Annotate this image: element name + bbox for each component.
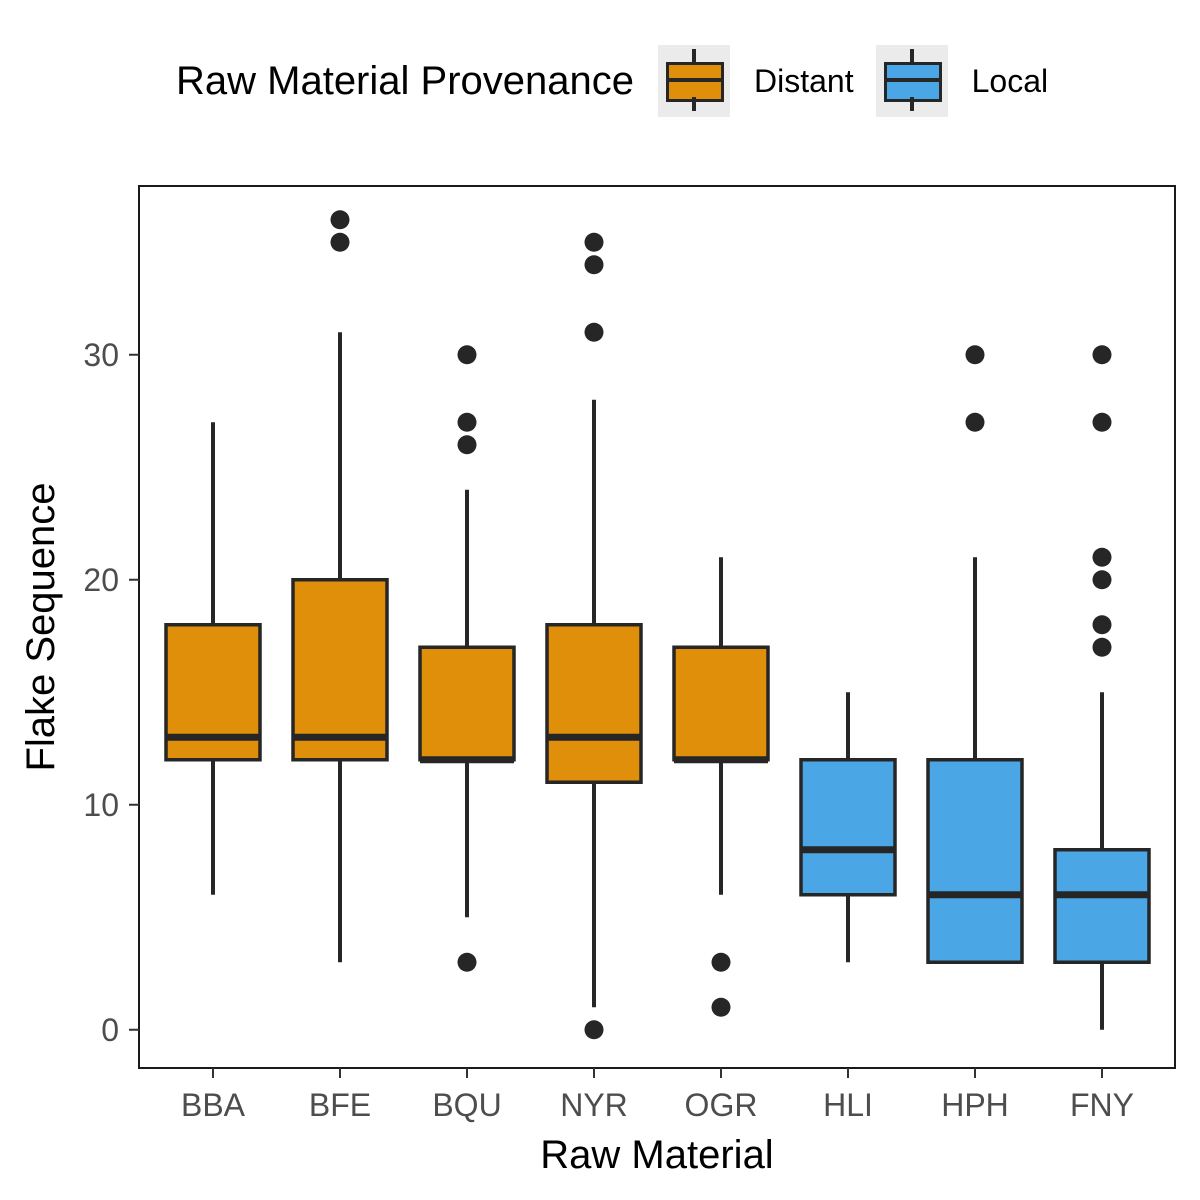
legend-key-distant (658, 45, 730, 117)
x-axis-title: Raw Material (540, 1133, 773, 1177)
outlier-point (584, 322, 604, 342)
outlier-point (584, 1020, 604, 1040)
y-tick-label: 10 (83, 787, 119, 823)
legend-key-local (875, 45, 948, 117)
outlier-point (711, 952, 731, 972)
x-tick-label: BQU (432, 1087, 501, 1123)
outlier-point (1092, 345, 1112, 365)
box-hli (799, 692, 897, 963)
outlier-point (1092, 570, 1112, 590)
y-tick-label: 0 (101, 1012, 119, 1048)
box-bba (164, 422, 262, 895)
outlier-point (584, 232, 604, 252)
legend-item-local: Local (875, 45, 1049, 117)
outlier-point (965, 345, 985, 365)
outlier-point (457, 952, 477, 972)
box-iqr (672, 645, 770, 762)
outlier-point (965, 412, 985, 432)
outlier-point (711, 997, 731, 1017)
y-axis-title: Flake Sequence (19, 482, 63, 771)
outlier-point (457, 435, 477, 455)
x-tick-label: HLI (823, 1087, 873, 1123)
box-fny (1053, 345, 1151, 1030)
box-bqu (418, 345, 516, 972)
box-iqr (799, 758, 897, 897)
outlier-point (1092, 615, 1112, 635)
legend-title: Raw Material Provenance (176, 58, 634, 103)
y-tick-label: 20 (83, 562, 119, 598)
x-tick-label: OGR (685, 1087, 758, 1123)
y-tick-label: 30 (83, 337, 119, 373)
legend-label-local: Local (971, 62, 1049, 99)
x-axis: BBA BFE BQU NYR OGR HLI HPH FNY (181, 1068, 1134, 1123)
outlier-point (1092, 637, 1112, 657)
outlier-point (457, 345, 477, 365)
x-tick-label: HPH (941, 1087, 1009, 1123)
legend-item-distant: Distant (658, 45, 854, 117)
box-hph (926, 345, 1024, 964)
outlier-point (584, 255, 604, 275)
outlier-point (457, 412, 477, 432)
outlier-point (330, 210, 350, 230)
box-nyr (545, 232, 643, 1040)
box-iqr (545, 623, 643, 784)
x-tick-label: NYR (560, 1087, 628, 1123)
box-iqr (1053, 848, 1151, 964)
boxes (164, 210, 1151, 1040)
x-tick-label: BBA (181, 1087, 246, 1123)
x-tick-label: FNY (1070, 1087, 1134, 1123)
box-iqr (926, 758, 1024, 964)
box-iqr (418, 645, 516, 762)
legend-label-distant: Distant (754, 62, 854, 99)
box-bfe (291, 210, 389, 963)
outlier-point (330, 232, 350, 252)
box-iqr (291, 578, 389, 762)
box-ogr (672, 557, 770, 1017)
y-axis: 0 10 20 30 (83, 337, 139, 1048)
outlier-point (1092, 412, 1112, 432)
x-tick-label: BFE (309, 1087, 371, 1123)
legend: Raw Material Provenance Distant Local (176, 44, 1062, 118)
outlier-point (1092, 547, 1112, 567)
